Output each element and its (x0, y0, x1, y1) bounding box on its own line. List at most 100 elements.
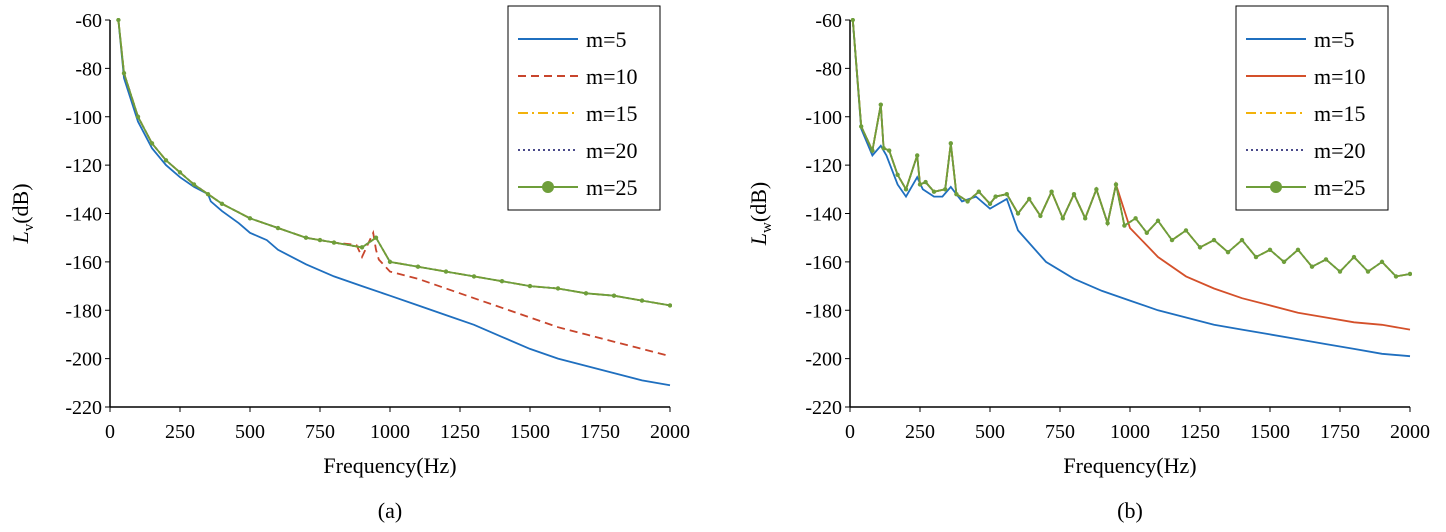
series-point-m-25 (1239, 237, 1245, 243)
series-point-m-25 (915, 153, 920, 158)
series-point-m-25 (859, 124, 864, 129)
y-tick-label: -160 (805, 252, 842, 274)
series-point-m-25 (1083, 216, 1088, 221)
x-tick-label: 1500 (1250, 421, 1290, 443)
series-point-m-25 (1323, 257, 1329, 262)
legend-label: m=20 (586, 138, 638, 163)
series-point-m-25 (205, 191, 211, 197)
series-point-m-25 (976, 189, 981, 194)
series-point-m-25 (1407, 271, 1412, 277)
series-point-m-25 (219, 201, 225, 207)
legend-label: m=10 (1314, 64, 1366, 89)
series-point-m-25 (1351, 254, 1357, 260)
series-point-m-25 (1309, 264, 1315, 269)
y-tick-label: -200 (65, 349, 102, 371)
series-point-m-25 (1155, 218, 1161, 223)
legend-label: m=15 (1314, 101, 1366, 126)
series-point-m-25 (1253, 254, 1259, 260)
series-point-m-25 (1133, 216, 1138, 221)
x-tick-label: 500 (975, 421, 1005, 443)
series-line-m-5 (851, 19, 1411, 358)
legend-label: m=10 (586, 64, 638, 89)
series-point-m-25 (1211, 237, 1217, 243)
series-point-m-25 (163, 158, 169, 163)
series-point-m-25 (135, 114, 141, 119)
series-point-m-25 (1281, 259, 1287, 265)
y-tick-label: -80 (815, 58, 842, 80)
series-line-m-25 (851, 19, 1411, 278)
y-tick-label: -160 (65, 252, 102, 274)
series-point-m-25 (149, 141, 155, 146)
x-tick-label: 1750 (580, 421, 620, 443)
series-point-m-25 (331, 240, 337, 245)
panel-caption: (a) (378, 498, 402, 523)
y-tick-label: -220 (805, 397, 842, 419)
x-tick-label: 250 (165, 421, 195, 443)
series-point-m-25 (443, 269, 449, 274)
series-point-m-25 (1393, 274, 1399, 279)
series-point-m-25 (923, 179, 928, 185)
series-point-m-25 (887, 148, 892, 153)
series-point-m-25 (471, 274, 477, 279)
y-tick-label: -200 (805, 349, 842, 371)
series-point-m-25 (1071, 191, 1077, 197)
y-tick-label: -220 (65, 397, 102, 419)
series-point-m-25 (931, 189, 937, 194)
y-axis-label: Lv(dB) (8, 183, 37, 244)
panel-caption: (b) (1117, 498, 1143, 523)
series-point-m-25 (1049, 189, 1054, 194)
x-tick-label: 1250 (440, 421, 480, 443)
y-tick-label: -120 (805, 155, 842, 177)
series-point-m-25 (1144, 230, 1150, 236)
series-point-m-25 (917, 182, 923, 187)
series-point-m-25 (850, 18, 855, 23)
y-tick-label: -140 (65, 204, 102, 226)
x-tick-label: 1250 (1180, 421, 1220, 443)
series-point-m-25 (870, 148, 875, 153)
series-point-m-25 (1365, 269, 1371, 274)
series-point-m-25 (247, 216, 253, 221)
x-tick-label: 750 (1045, 421, 1075, 443)
legend: m=5 m=10 m=15 m=20 m=25 (507, 5, 661, 211)
y-tick-label: -120 (65, 155, 102, 177)
series-point-m-25 (1060, 216, 1066, 221)
series-point-m-25 (1113, 182, 1119, 187)
x-axis-label: Frequency(Hz) (323, 453, 456, 478)
series-point-m-25 (639, 298, 645, 303)
y-tick-label: -80 (75, 58, 102, 80)
series-point-m-25 (611, 293, 617, 298)
series-point-m-25 (987, 201, 993, 207)
series-point-m-25 (1169, 237, 1175, 243)
y-tick-label: -60 (75, 10, 102, 32)
x-tick-label: 0 (105, 421, 115, 443)
series-point-m-25 (1197, 245, 1203, 250)
x-tick-label: 1000 (370, 421, 410, 443)
series-point-m-25 (359, 245, 365, 250)
x-axis-label: Frequency(Hz) (1063, 453, 1196, 478)
series-point-m-25 (1295, 247, 1301, 252)
series-point-m-25 (527, 283, 533, 289)
series-point-m-25 (303, 235, 309, 240)
series-point-m-25 (191, 182, 197, 187)
series-point-m-25 (1337, 269, 1343, 274)
series-point-m-25 (881, 145, 886, 151)
series-point-m-25 (499, 279, 505, 284)
x-tick-label: 1000 (1110, 421, 1150, 443)
y-axis-label: Lw(dB) (746, 182, 775, 246)
y-tick-label: -140 (805, 204, 842, 226)
series-point-m-25 (965, 199, 970, 204)
series-point-m-25 (948, 141, 953, 146)
y-tick-label: -180 (65, 300, 102, 322)
legend-label: m=5 (586, 27, 627, 52)
series-point-m-25 (1379, 259, 1385, 265)
x-tick-label: 750 (305, 421, 335, 443)
x-tick-label: 500 (235, 421, 265, 443)
series-point-m-25 (895, 172, 900, 177)
series-point-m-25 (954, 191, 959, 197)
series-point-m-25 (1038, 213, 1043, 219)
x-tick-label: 250 (905, 421, 935, 443)
series-point-m-25 (943, 187, 948, 192)
